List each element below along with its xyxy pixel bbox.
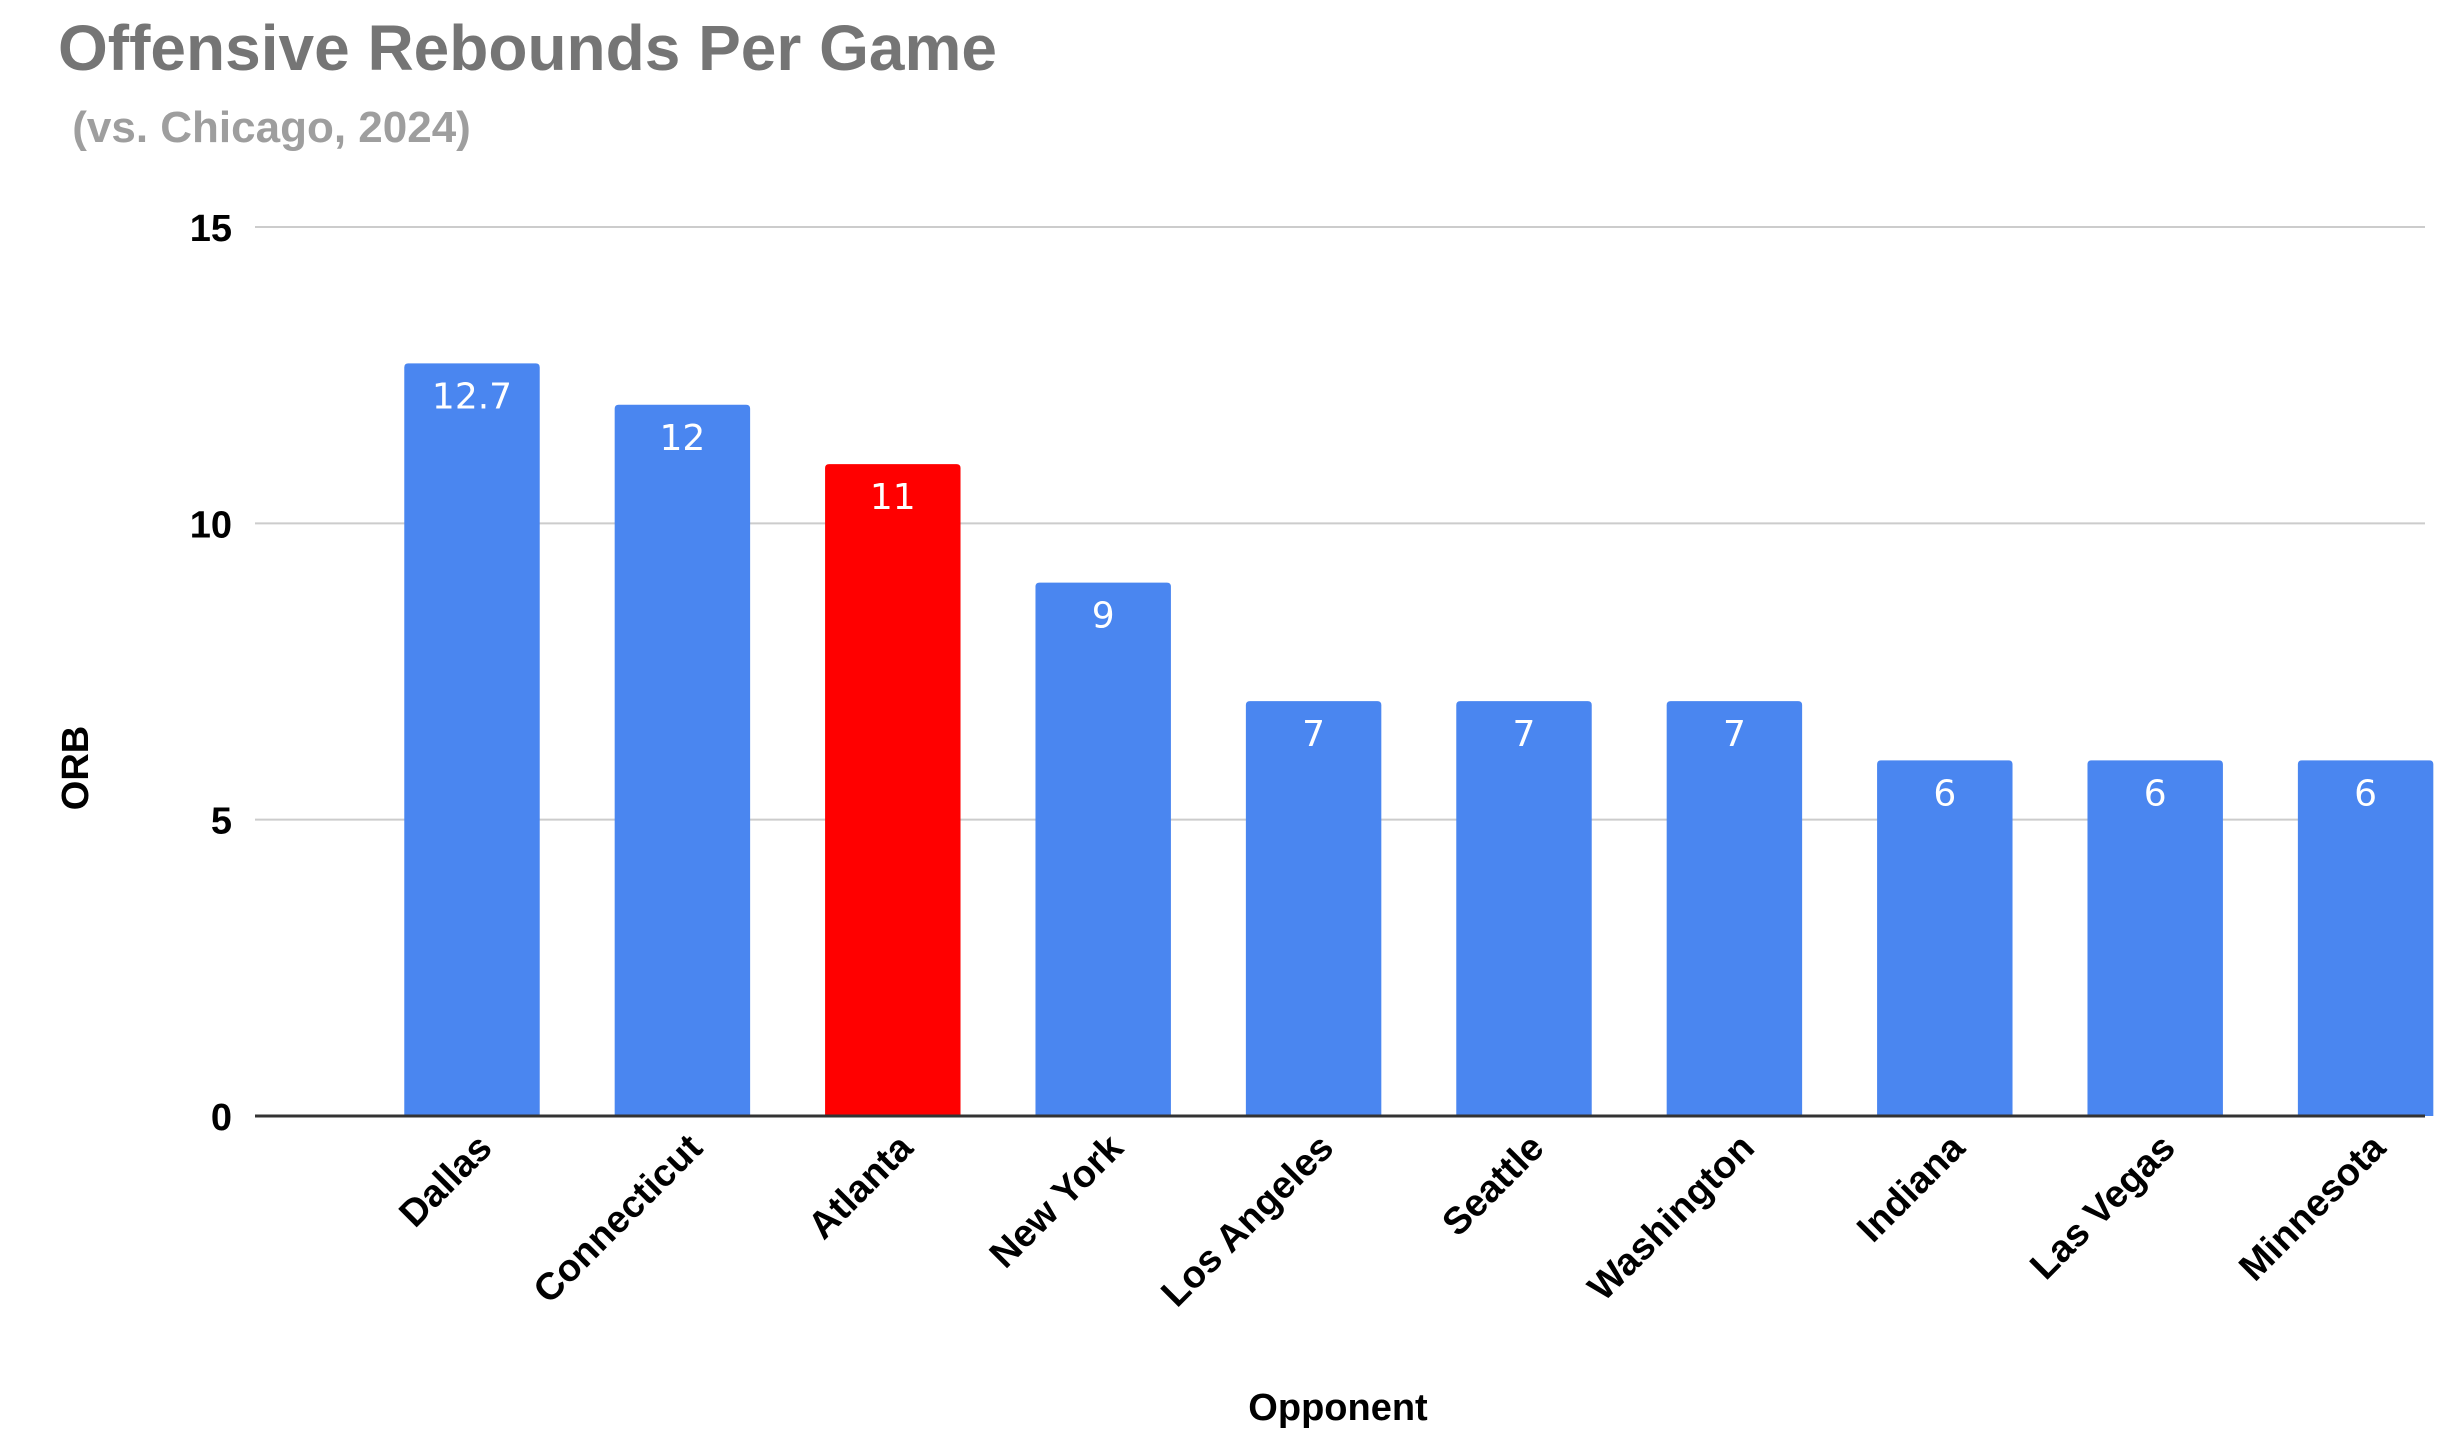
chart-title: Offensive Rebounds Per Game	[58, 12, 997, 84]
x-tick-label: Washington	[1580, 1127, 1762, 1309]
bar-atlanta	[825, 464, 961, 1117]
bar-minnesota	[2297, 760, 2434, 1116]
bar-indiana	[1877, 760, 2013, 1116]
y-tick-label: 0	[211, 1097, 232, 1139]
bar-los-angeles	[1245, 701, 1382, 1116]
x-axis-ticks: Dallas Connecticut Atlanta New York Los Ange…	[391, 1126, 2394, 1315]
data-label: 6	[2144, 773, 2167, 814]
data-label: 6	[1933, 773, 1956, 814]
data-labels: 12.7 12 11 9 7 7 7 6 6 6	[432, 376, 2377, 814]
bar-new-york	[1035, 582, 1171, 1116]
x-tick-label: Connecticut	[526, 1126, 711, 1311]
y-axis-title: ORB	[55, 726, 97, 810]
x-tick-label: Minnesota	[2231, 1126, 2394, 1289]
y-tick-label: 5	[211, 801, 232, 843]
data-label: 12	[659, 418, 705, 459]
x-tick-label: Dallas	[391, 1127, 500, 1236]
y-tick-label: 15	[190, 208, 232, 250]
y-tick-label: 10	[190, 504, 232, 546]
bar-seattle	[1456, 701, 1592, 1116]
data-label: 11	[870, 477, 916, 518]
chart-subtitle: (vs. Chicago, 2024)	[60, 103, 471, 152]
bar-connecticut	[614, 404, 751, 1116]
bars	[404, 363, 2434, 1117]
y-axis-ticks: 0 5 10 15	[190, 208, 232, 1139]
x-tick-label: Seattle	[1435, 1127, 1553, 1245]
data-label: 6	[2354, 773, 2377, 814]
x-tick-label: Los Angeles	[1153, 1127, 1341, 1315]
bar-las-vegas	[2087, 760, 2223, 1116]
x-tick-label: Atlanta	[800, 1126, 921, 1247]
data-label: 12.7	[432, 376, 512, 417]
data-label: 9	[1092, 596, 1115, 637]
data-label: 7	[1723, 714, 1746, 755]
bar-washington	[1666, 701, 1803, 1116]
x-axis-title: Opponent	[1248, 1387, 1428, 1429]
data-label: 7	[1302, 714, 1325, 755]
data-label: 7	[1513, 714, 1536, 755]
bar-dallas	[404, 363, 540, 1116]
x-tick-label: New York	[982, 1126, 1132, 1276]
x-tick-label: Indiana	[1849, 1126, 1973, 1250]
x-tick-label: Las Vegas	[2022, 1127, 2183, 1288]
